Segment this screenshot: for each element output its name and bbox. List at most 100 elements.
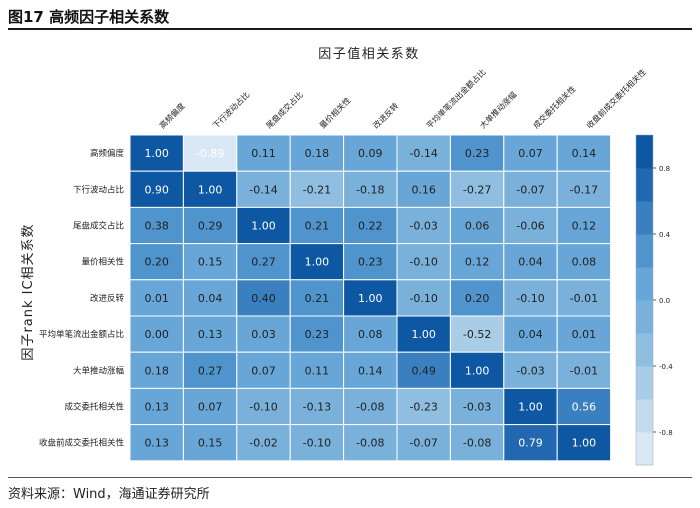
heatmap-cell-r0-c5 [396,134,451,172]
cell-value-r0-c7: 0.07 [518,147,543,160]
heatmap-cell-r1-c2 [236,170,291,208]
cell-value-r4-c1: 0.04 [198,292,223,305]
cell-value-r6-c5: 0.49 [411,364,436,377]
cell-value-r5-c0: 0.00 [144,328,169,341]
cell-value-r8-c5: -0.07 [409,437,437,450]
colorbar-segment-2 [636,366,653,400]
heatmap-cell-r0-c6 [449,134,505,172]
heatmap-cell-r7-c7 [503,387,558,426]
heatmap-value-labels: 1.00 -0.89 0.11 0.18 0.09 -0.14 0.23 0.07 0.14 0.… [144,147,598,450]
cell-value-r5-c6: -0.52 [463,328,491,341]
cell-value-r7-c6: -0.03 [463,401,491,414]
heatmap-cell-r2-c2 [236,206,291,245]
heatmap-cell-r1-c7 [503,170,558,208]
column-label-0: 高频偏度 [157,101,187,131]
heatmap-cell-r1-c1 [182,170,238,208]
cell-value-r1-c5: 0.16 [411,183,436,196]
row-label-1: 下行波动占比 [73,184,124,195]
cell-value-r5-c7: 0.04 [518,328,543,341]
colorbar-segment-3 [636,333,653,367]
heatmap-cell-r5-c7 [503,315,558,353]
heatmap-chart: 因子值相关系数 因子rank IC相关系数 1.00 -0.89 0.11 0.18 0… [21,46,673,466]
column-label-7: 成交委托相关性 [531,84,578,131]
colorbar-segment-1 [636,399,653,433]
colorbar: 0.8 0.4 0.0 -0.4 -0.8 [635,134,673,466]
colorbar-segment-0 [636,432,653,466]
figure-title: 图17 高频因子相关系数 [8,8,170,26]
heatmap-cell-r8-c2 [236,424,291,462]
heatmap-cell-r6-c4 [343,351,398,389]
heatmap-cell-r1-c8 [556,170,612,208]
heatmap-cell-r7-c4 [343,387,398,426]
heatmap-cell-r0-c1 [182,134,238,172]
column-label-8: 收盘前成交委托相关性 [584,67,648,131]
cell-value-r3-c3: 1.00 [305,256,330,269]
cell-value-r6-c4: 0.14 [358,364,383,377]
cell-value-r1-c3: -0.21 [303,183,331,196]
cell-value-r2-c0: 0.38 [144,220,169,233]
bottom-divider [8,477,692,478]
cell-value-r7-c5: -0.23 [409,401,437,414]
cell-value-r6-c0: 0.18 [144,364,169,377]
colorbar-segment-4 [636,300,653,334]
cell-value-r6-c6: 1.00 [465,364,490,377]
cell-value-r7-c2: -0.10 [249,401,277,414]
cell-value-r7-c0: 0.13 [144,401,169,414]
colorbar-segment-5 [636,267,653,301]
colorbar-tick-label-0: 0.8 [659,165,670,173]
source-note: 资料来源：Wind，海通证券研究所 [8,487,210,502]
chart-title: 因子值相关系数 [318,46,420,62]
column-label-2: 尾盘成交占比 [264,89,305,130]
heatmap-cell-r7-c3 [289,387,345,426]
cell-value-r1-c6: -0.27 [463,183,491,196]
cell-value-r4-c0: 0.01 [144,292,169,305]
cell-value-r5-c1: 0.13 [198,328,223,341]
cell-value-r3-c0: 0.20 [144,256,169,269]
heatmap-cell-r3-c8 [556,243,612,281]
cell-value-r3-c4: 0.23 [358,256,383,269]
cell-value-r4-c8: -0.01 [570,292,598,305]
heatmap-cell-r3-c3 [289,243,345,281]
heatmap-cell-r4-c7 [503,279,558,317]
cell-value-r3-c2: 0.27 [251,256,276,269]
cell-value-r4-c3: 0.21 [305,292,330,305]
cell-value-r8-c1: 0.15 [198,437,223,450]
cell-value-r6-c8: -0.01 [570,364,598,377]
heatmap-cell-r7-c5 [396,387,451,426]
heatmap-cell-r0-c2 [236,134,291,172]
cell-value-r2-c6: 0.06 [465,220,490,233]
cell-value-r0-c1: -0.89 [196,147,224,160]
heatmap-cell-r2-c1 [182,206,238,245]
heatmap-cell-r8-c8 [556,424,612,462]
heatmap-cell-r8-c1 [182,424,238,462]
heatmap-cell-r6-c5 [396,351,451,389]
cell-value-r2-c7: -0.06 [516,220,544,233]
row-label-2: 尾盘成交占比 [73,221,124,232]
cell-value-r4-c2: 0.40 [251,292,276,305]
cell-value-r1-c4: -0.18 [356,183,384,196]
heatmap-cell-r5-c5 [396,315,451,353]
heatmap-cell-r5-c4 [343,315,398,353]
cell-value-r3-c8: 0.08 [572,256,597,269]
column-label-4: 改进反转 [371,101,401,131]
cell-value-r5-c8: 0.01 [572,328,597,341]
heatmap-cell-r3-c2 [236,243,291,281]
heatmap-cell-r3-c5 [396,243,451,281]
cell-value-r7-c7: 1.00 [518,401,543,414]
heatmap-cell-r4-c3 [289,279,345,317]
cell-value-r7-c3: -0.13 [303,401,331,414]
heatmap-cells [129,134,612,462]
row-label-7: 成交委托相关性 [64,402,124,413]
row-label-5: 平均单笔流出金额占比 [39,329,124,340]
heatmap-cell-r4-c4 [343,279,398,317]
row-label-0: 高频偏度 [90,148,125,159]
heatmap-cell-r1-c6 [449,170,505,208]
heatmap-cell-r2-c4 [343,206,398,245]
heatmap-cell-r6-c8 [556,351,612,389]
cell-value-r6-c1: 0.27 [198,364,223,377]
heatmap-cell-r8-c5 [396,424,451,462]
heatmap-cell-r8-c4 [343,424,398,462]
cell-value-r4-c4: 1.00 [358,292,383,305]
heatmap-cell-r7-c2 [236,387,291,426]
cell-value-r8-c3: -0.10 [303,437,331,450]
